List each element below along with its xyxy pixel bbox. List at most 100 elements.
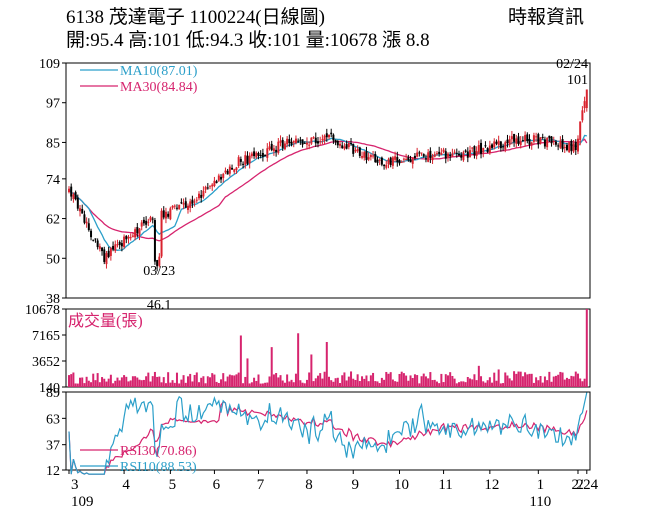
candle-body <box>363 152 366 158</box>
volume-bar <box>142 379 145 387</box>
candle-body <box>385 164 388 168</box>
volume-bar <box>345 380 348 387</box>
volume-bar <box>114 380 117 387</box>
candle-body <box>90 230 93 238</box>
volume-bar <box>524 372 527 387</box>
volume-bar <box>125 376 128 387</box>
candle-body <box>361 156 364 158</box>
candle-body <box>427 152 430 162</box>
volume-bar <box>222 373 225 387</box>
candle-body <box>142 219 145 224</box>
candle-body <box>283 143 286 150</box>
volume-bar <box>347 376 350 387</box>
volume-bar <box>107 378 110 387</box>
volume-bar <box>488 377 491 387</box>
candle-body <box>334 139 337 143</box>
volume-bar <box>264 382 267 387</box>
candle-body <box>277 141 280 153</box>
x-month-label: 12 <box>484 477 499 493</box>
candle-body <box>546 138 549 148</box>
volume-bar <box>475 380 478 387</box>
volume-bar <box>449 372 452 387</box>
volume-bar <box>79 377 82 387</box>
low-value-label: 46.1 <box>147 298 172 313</box>
x-month-label: 2 <box>576 477 584 493</box>
volume-bar <box>446 375 449 387</box>
candle-body <box>376 159 379 163</box>
volume-bar <box>310 354 313 387</box>
volume-bar <box>418 383 421 387</box>
candle-body <box>191 199 194 204</box>
price-tick-label: 74 <box>46 173 60 188</box>
volume-bar <box>129 380 132 387</box>
x-month-label: 6 <box>213 477 221 493</box>
rsi-tick-label: 63 <box>46 412 60 427</box>
candle-body <box>107 250 110 257</box>
volume-bar <box>220 379 223 387</box>
x-month-label: 9 <box>351 477 359 493</box>
candle-body <box>129 237 132 239</box>
volume-bar <box>180 379 183 387</box>
candle-body <box>332 134 335 141</box>
candle-body <box>356 149 359 152</box>
volume-bar <box>286 374 289 387</box>
volume-bar <box>275 373 278 387</box>
candle-body <box>290 141 293 145</box>
volume-bar <box>198 382 200 387</box>
volume-bar <box>127 381 130 387</box>
candle-body <box>316 141 319 144</box>
volume-bar <box>138 379 141 387</box>
volume-bar <box>118 380 121 387</box>
volume-bar <box>268 376 271 387</box>
candle-body <box>565 145 568 150</box>
volume-bar <box>312 381 315 387</box>
candle-body <box>328 134 330 138</box>
candle-body <box>204 186 207 190</box>
candle-body <box>493 141 496 148</box>
candle-body <box>339 143 342 146</box>
volume-bar <box>361 376 364 387</box>
volume-bar <box>98 382 101 387</box>
candle-body <box>297 140 300 142</box>
volume-bar <box>253 377 256 387</box>
candle-body <box>140 222 143 227</box>
candle-body <box>449 154 452 157</box>
candle-body <box>171 205 174 208</box>
volume-bar <box>539 376 542 387</box>
candle-body <box>568 142 571 153</box>
volume-bar <box>565 377 568 387</box>
volume-bar <box>257 374 260 387</box>
last-value-label: 101 <box>567 73 588 88</box>
candle-body <box>579 121 582 141</box>
candle-body <box>513 133 516 142</box>
candle-body <box>561 139 564 150</box>
volume-bar <box>228 374 231 387</box>
candle-body <box>292 140 295 143</box>
volume-bar <box>173 382 176 387</box>
candle-body <box>250 153 253 157</box>
candle-body <box>94 238 97 240</box>
volume-bar <box>81 377 84 387</box>
volume-bar <box>427 378 430 387</box>
volume-bar <box>358 381 361 387</box>
volume-bar <box>332 381 335 387</box>
rsi10-line <box>68 392 588 475</box>
ma10-line <box>68 134 587 251</box>
volume-bar <box>438 383 441 387</box>
candle-body <box>153 220 156 262</box>
x-month-label: 10 <box>394 477 409 493</box>
volume-bar <box>583 378 586 387</box>
candle-body <box>125 236 128 240</box>
price-tick-label: 85 <box>46 136 60 151</box>
candle-body <box>543 139 546 147</box>
volume-bar <box>334 378 337 387</box>
candle-body <box>96 240 99 248</box>
volume-bar <box>162 377 165 387</box>
volume-bar <box>420 376 423 387</box>
volume-bar <box>435 381 438 387</box>
candle-body <box>517 136 520 144</box>
candle-body <box>347 143 350 148</box>
candle-body <box>554 141 557 145</box>
candle-body <box>521 140 524 142</box>
